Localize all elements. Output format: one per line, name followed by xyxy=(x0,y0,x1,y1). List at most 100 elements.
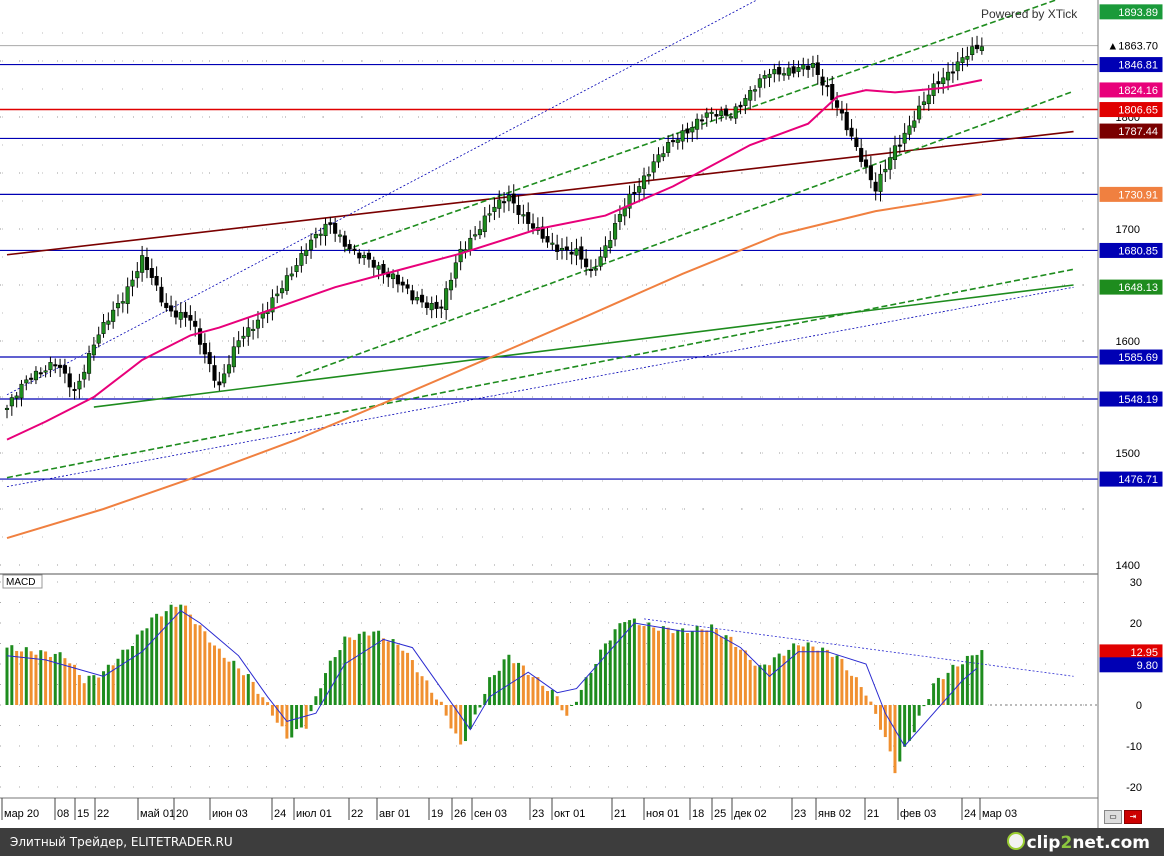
macd-bar xyxy=(121,649,125,705)
candle xyxy=(724,108,729,116)
candle xyxy=(540,226,545,239)
candle xyxy=(588,268,593,271)
candle xyxy=(58,364,63,368)
candle xyxy=(757,78,762,88)
macd-bar xyxy=(232,660,236,705)
macd-bar xyxy=(410,660,414,705)
macd-bar xyxy=(213,645,217,705)
macd-bar xyxy=(888,705,892,752)
candle xyxy=(748,90,753,101)
macd-bar xyxy=(256,693,260,705)
price-tag: 1730.91 xyxy=(1118,189,1158,201)
macd-bar xyxy=(164,611,168,705)
macd-bar xyxy=(270,705,274,716)
macd-bar xyxy=(425,680,429,705)
candle xyxy=(149,268,154,278)
candle xyxy=(516,204,521,215)
macd-bar xyxy=(324,673,328,705)
macd-bar xyxy=(87,675,91,705)
macd-bar xyxy=(497,670,501,705)
macd-bar xyxy=(526,674,530,705)
macd-bar xyxy=(618,623,622,705)
macd-bar xyxy=(941,679,945,705)
candle xyxy=(19,383,24,399)
macd-bar xyxy=(859,687,863,705)
candle xyxy=(130,279,135,287)
time-label: 08 xyxy=(57,808,69,820)
macd-bar xyxy=(357,633,361,705)
candle xyxy=(801,64,806,70)
candle xyxy=(820,76,825,86)
candle xyxy=(632,191,637,194)
exit-icon[interactable]: ⇥ xyxy=(1124,810,1142,824)
candle xyxy=(246,327,251,337)
candle xyxy=(48,362,53,371)
macd-tick-label: 30 xyxy=(1130,577,1142,589)
candle xyxy=(347,244,352,250)
macd-bar xyxy=(710,624,714,705)
macd-bar xyxy=(454,705,458,734)
macd-bar xyxy=(965,655,969,705)
macd-tick-label: -10 xyxy=(1126,741,1142,753)
time-label: янв 02 xyxy=(818,808,851,820)
macd-label: MACD xyxy=(6,577,35,588)
macd-bar xyxy=(772,657,776,705)
macd-bar xyxy=(198,625,202,705)
candle xyxy=(202,343,207,355)
candle xyxy=(405,284,410,289)
candle xyxy=(907,125,912,135)
candle xyxy=(299,253,304,266)
macd-bar xyxy=(521,665,525,705)
candle xyxy=(714,114,719,117)
price-tag: 1648.13 xyxy=(1118,282,1158,294)
candle xyxy=(304,249,309,256)
scroll-controls: ▭ ⇥ xyxy=(1104,806,1144,824)
macd-bar xyxy=(816,650,820,705)
candle xyxy=(569,251,574,255)
macd-bar xyxy=(193,624,197,705)
candle xyxy=(796,67,801,72)
macd-bar xyxy=(589,672,593,705)
candle xyxy=(357,252,362,259)
candle xyxy=(115,303,121,309)
candle xyxy=(178,312,183,320)
candle xyxy=(362,254,367,259)
candle xyxy=(762,75,767,79)
macd-bar xyxy=(840,658,844,705)
candle xyxy=(280,288,285,294)
candle xyxy=(555,244,560,252)
macd-bar xyxy=(690,631,694,705)
candle xyxy=(965,55,970,60)
macd-bar xyxy=(39,650,43,705)
scroll-icon[interactable]: ▭ xyxy=(1104,810,1122,824)
candle xyxy=(574,248,579,256)
candle xyxy=(313,233,318,239)
candle xyxy=(511,193,516,204)
candle xyxy=(366,252,371,260)
macd-bar xyxy=(44,651,48,705)
candle xyxy=(767,73,772,78)
watermark: Powered by XTick xyxy=(981,7,1078,21)
candle xyxy=(550,242,555,245)
macd-bar xyxy=(714,629,718,705)
macd-bar xyxy=(517,662,521,705)
candle xyxy=(77,380,82,390)
macd-bar xyxy=(685,633,689,705)
price-tag: 1680.85 xyxy=(1118,245,1158,257)
macd-bar xyxy=(34,654,38,705)
sma50-line xyxy=(6,79,983,441)
time-label: мар 20 xyxy=(4,808,39,820)
macd-bar xyxy=(53,653,57,705)
candle xyxy=(670,140,676,143)
macd-bar xyxy=(328,660,332,705)
macd-bar xyxy=(792,643,796,705)
macd-bar xyxy=(734,646,738,705)
candle xyxy=(439,306,444,309)
macd-bar xyxy=(396,644,400,705)
candle xyxy=(530,223,536,229)
macd-bar xyxy=(492,675,496,705)
candle xyxy=(29,377,34,380)
macd-tag: 12.95 xyxy=(1130,647,1158,659)
candle xyxy=(468,237,473,251)
macd-bar xyxy=(377,630,381,705)
